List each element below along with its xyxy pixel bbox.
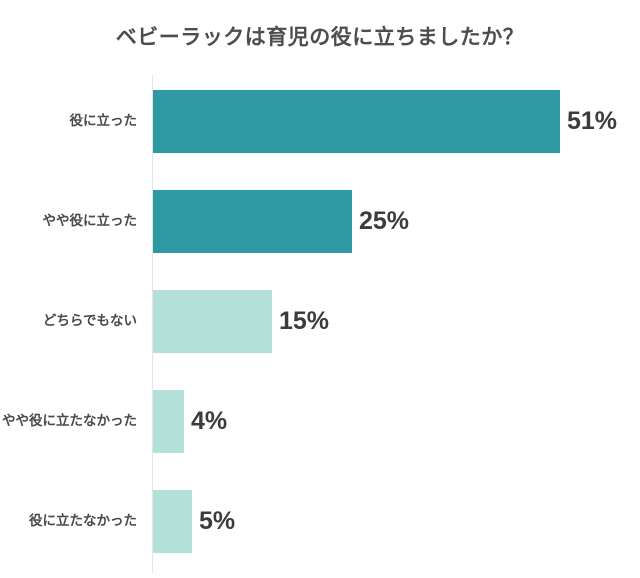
bar [152, 389, 184, 453]
y-axis-line [152, 75, 153, 573]
category-label: 役に立った [69, 113, 138, 129]
horizontal-bar-chart: 役に立った 51% やや役に立った 25% どちらでもない 15% やや役に立たなかった 4%… [0, 71, 640, 576]
value-label: 51% [567, 106, 618, 135]
chart-title: ベビーラックは育児の役に立ちましたか？ [115, 26, 525, 49]
chart-rows: 役に立った 51% やや役に立った 25% どちらでもない 15% やや役に立たなかった 4%… [0, 71, 640, 571]
chart-row: やや役に立った 25% [0, 171, 640, 271]
chart-row: やや役に立たなかった 4% [0, 371, 640, 471]
bar [152, 489, 192, 553]
category-label: やや役に立った [42, 213, 138, 229]
value-label: 25% [359, 206, 410, 235]
value-label: 4% [191, 406, 228, 435]
bar [152, 189, 352, 253]
value-label: 15% [279, 306, 330, 335]
value-label: 5% [199, 506, 236, 535]
bar [152, 89, 560, 153]
category-label: やや役に立たなかった [2, 413, 137, 429]
category-label: どちらでもない [42, 313, 137, 329]
bar [152, 289, 272, 353]
category-label: 役に立たなかった [29, 513, 137, 529]
chart-row: 役に立たなかった 5% [0, 471, 640, 571]
chart-row: 役に立った 51% [0, 71, 640, 171]
chart-row: どちらでもない 15% [0, 271, 640, 371]
